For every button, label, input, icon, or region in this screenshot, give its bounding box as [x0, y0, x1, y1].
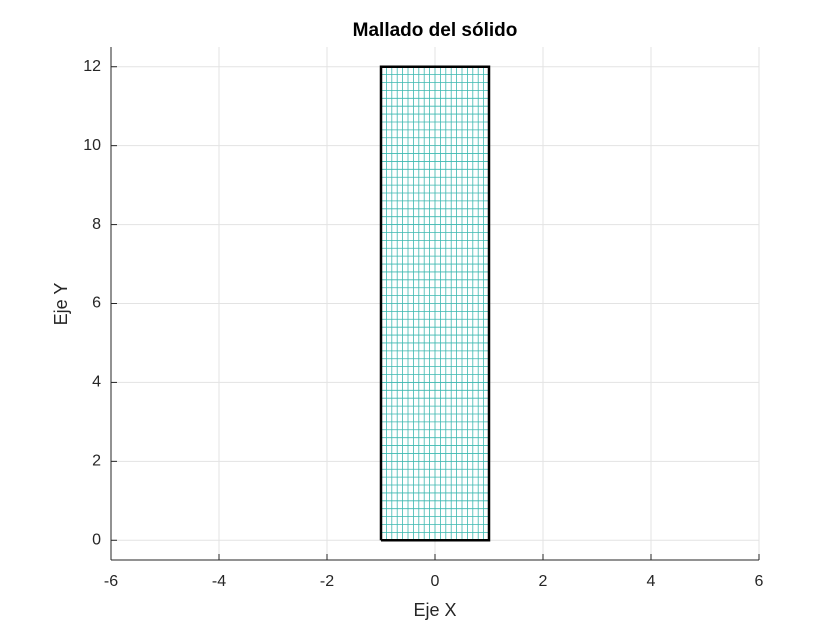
chart-title: Mallado del sólido — [353, 20, 518, 41]
x-tick-label: -2 — [320, 573, 334, 590]
y-axis-label: Eje Y — [51, 283, 71, 326]
x-axis-label: Eje X — [413, 600, 456, 620]
y-tick-label: 6 — [92, 295, 101, 312]
x-tick-label: -4 — [212, 573, 226, 590]
y-tick-label: 0 — [92, 531, 101, 548]
x-tick-label: -6 — [104, 573, 118, 590]
x-tick-label: 6 — [755, 573, 764, 590]
y-tick-label: 10 — [83, 137, 101, 154]
x-tick-label: 4 — [647, 573, 656, 590]
y-tick-label: 12 — [83, 58, 101, 75]
x-tick-label: 2 — [539, 573, 548, 590]
y-tick-label: 4 — [92, 374, 101, 391]
y-tick-label: 2 — [92, 453, 101, 470]
boundary — [379, 65, 491, 542]
x-tick-label: 0 — [431, 573, 440, 590]
y-tick-label: 8 — [92, 216, 101, 233]
